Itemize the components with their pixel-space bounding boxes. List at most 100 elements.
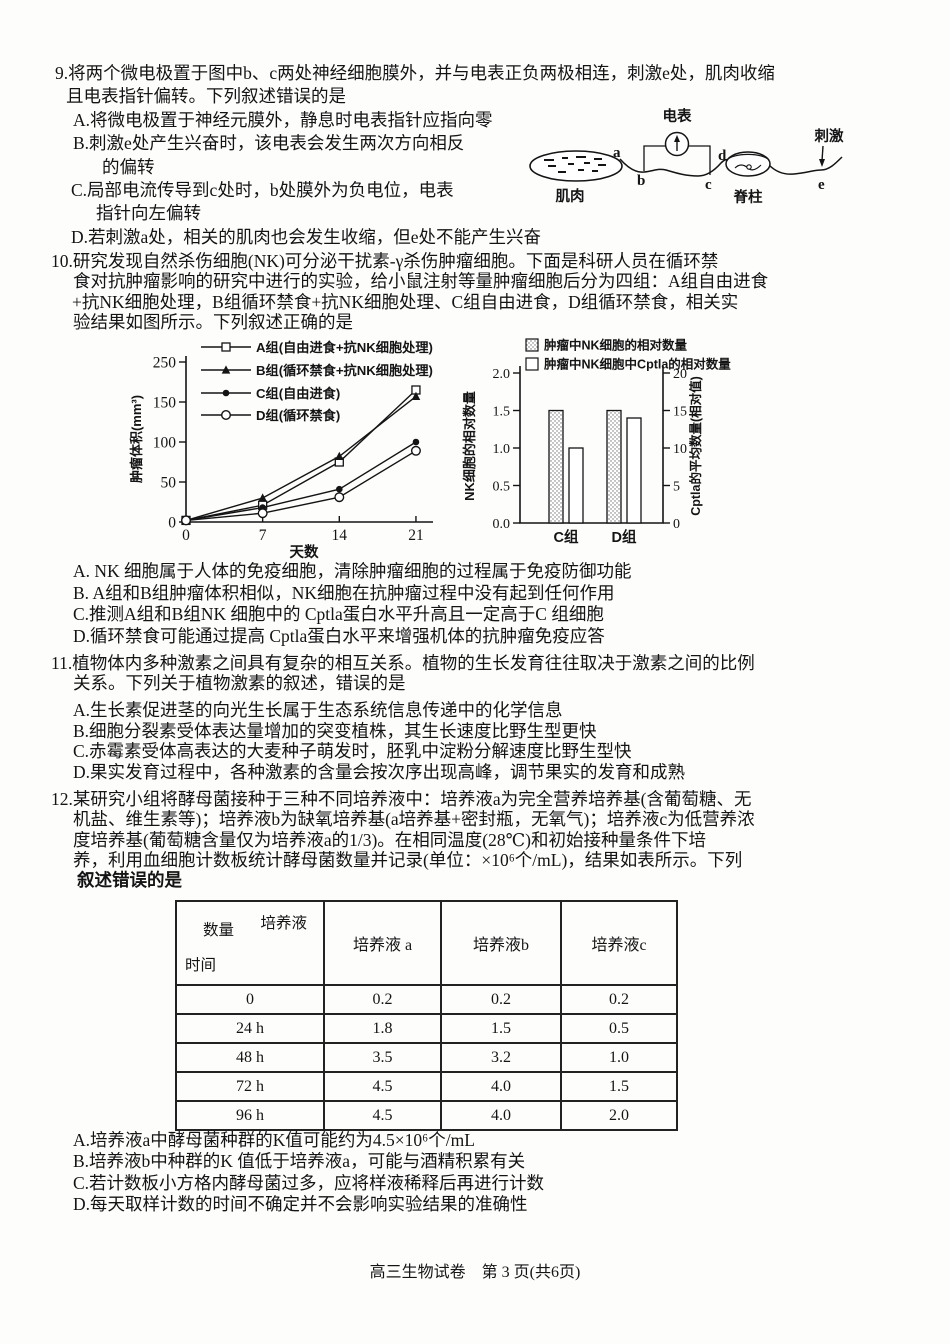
text-line: 11.植物体内多种激素之间具有复杂的相互关系。植物的生长发育往往取决于激素之间的… xyxy=(51,653,755,673)
text-line: 验结果如图所示。下列叙述正确的是 xyxy=(73,311,353,332)
table-row: 96 h 4.5 4.0 2.0 xyxy=(175,1100,678,1131)
option-d: D.每天取样计数的时间不确定并不会影响实验结果的准确性 xyxy=(73,1193,528,1214)
svg-text:C组(自由进食): C组(自由进食) xyxy=(256,385,340,401)
time-cell: 72 h xyxy=(175,1071,325,1102)
value-cell: 4.5 xyxy=(323,1100,442,1131)
svg-text:NK细胞的相对数量: NK细胞的相对数量 xyxy=(462,391,477,501)
value-cell: 1.5 xyxy=(440,1013,562,1044)
svg-text:D组: D组 xyxy=(612,528,637,546)
stimulus-label: 刺激 xyxy=(814,127,844,145)
svg-text:肿瘤体积(mm³): 肿瘤体积(mm³) xyxy=(129,395,144,483)
value-cell: 4.0 xyxy=(440,1100,562,1131)
text-line: 养，利用血细胞计数板统计酵母菌数量并记录(单位：×10⁶个/mL)，结果如表所示… xyxy=(73,849,743,870)
time-cell: 24 h xyxy=(175,1013,325,1044)
svg-text:250: 250 xyxy=(153,355,177,372)
svg-text:15: 15 xyxy=(673,405,687,420)
table-row: 48 h 3.5 3.2 1.0 xyxy=(175,1042,678,1073)
option-d: D.若刺激a处，相关的肌肉也会发生收缩，但e处不能产生兴奋 xyxy=(71,226,542,247)
svg-text:C组: C组 xyxy=(554,528,579,546)
meter-needle-head xyxy=(674,135,680,142)
column-header: 培养液 a xyxy=(323,900,442,986)
point-a-label: a xyxy=(613,145,621,161)
nerve-muscle-diagram: 肌肉 电表 脊柱 刺激 a b c d e xyxy=(529,107,844,206)
text-line: 度培养基(葡萄糖含量仅为培养液a的1/3)。在相同温度(28℃)和初始接种量条件… xyxy=(73,829,707,850)
value-cell: 1.5 xyxy=(560,1071,678,1102)
option-a: A. NK 细胞属于人体的免疫细胞，清除肿瘤细胞的过程属于免疫防御功能 xyxy=(73,561,632,581)
option-b: B.刺激e处产生兴奋时，该电表会发生两次方向相反 xyxy=(73,133,465,154)
question-12-options: A.培养液a中酵母菌种群的K值可能约为4.5×10⁶个/mL B.培养液b中种群… xyxy=(73,1130,544,1215)
point-c-label: c xyxy=(705,177,712,193)
question-11: 11.植物体内多种激素之间具有复杂的相互关系。植物的生长发育往往取决于激素之间的… xyxy=(51,653,755,694)
svg-text:2.0: 2.0 xyxy=(493,367,511,382)
corner-label-quantity: 数量 xyxy=(203,922,235,939)
svg-text:D组(循环禁食): D组(循环禁食) xyxy=(256,407,340,423)
value-cell: 0.2 xyxy=(440,984,562,1015)
value-cell: 4.5 xyxy=(323,1071,442,1102)
table-row: 0 0.2 0.2 0.2 xyxy=(175,984,678,1015)
svg-text:肿瘤中NK细胞的相对数量: 肿瘤中NK细胞的相对数量 xyxy=(544,338,688,353)
question-10-options: A. NK 细胞属于人体的免疫细胞，清除肿瘤细胞的过程属于免疫防御功能 B. A… xyxy=(73,561,632,648)
value-cell: 3.5 xyxy=(323,1042,442,1073)
time-cell: 0 xyxy=(175,984,325,1015)
yeast-count-table: 培养液 数量 时间 培养液 a 培养液b 培养液c 0 0.2 0.2 0.2 24 … xyxy=(175,900,678,1131)
tumor-volume-line-chart: 0 50 100 150 250 0 7 14 21 肿瘤体积(mm³) 天数 A组(自由进食+抗NK… xyxy=(129,339,433,561)
muscle-label: 肌肉 xyxy=(556,188,585,205)
stimulus-arrow-head xyxy=(819,159,825,167)
svg-text:0: 0 xyxy=(168,515,176,532)
svg-text:0: 0 xyxy=(673,517,680,532)
spine-canal xyxy=(746,164,752,170)
time-cell: 48 h xyxy=(175,1042,325,1073)
svg-text:0: 0 xyxy=(182,527,190,544)
text-line: 12.某研究小组将酵母菌接种于三种不同培养液中：培养液a为完全营养培养基(含葡萄… xyxy=(51,789,752,809)
meter-label: 电表 xyxy=(663,107,692,125)
value-cell: 0.2 xyxy=(323,984,442,1015)
text-line: 关系。下列关于植物激素的叙述，错误的是 xyxy=(73,673,406,694)
value-cell: 0.2 xyxy=(560,984,678,1015)
value-cell: 2.0 xyxy=(560,1100,678,1131)
option-c: C.局部电流传导到c处时，b处膜外为负电位，电表 xyxy=(71,180,454,201)
svg-text:A组(自由进食+抗NK细胞处理): A组(自由进食+抗NK细胞处理) xyxy=(256,339,433,355)
option-a: A.培养液a中酵母菌种群的K值可能约为4.5×10⁶个/mL xyxy=(73,1130,475,1150)
nerve-right xyxy=(768,156,843,175)
option-b: B.培养液b中种群的K 值低于培养液a，可能与酒精积累有关 xyxy=(73,1151,526,1172)
table-corner-cell: 培养液 数量 时间 xyxy=(175,900,325,986)
table-row: 24 h 1.8 1.5 0.5 xyxy=(175,1013,678,1044)
svg-text:10: 10 xyxy=(673,442,687,457)
value-cell: 1.0 xyxy=(560,1042,678,1073)
svg-text:1.0: 1.0 xyxy=(493,442,511,457)
option-c: C.推测A组和B组NK 细胞中的 Cptla蛋白水平升高且一定高于C 组细胞 xyxy=(73,604,604,625)
table-row: 72 h 4.5 4.0 1.5 xyxy=(175,1071,678,1102)
value-cell: 3.2 xyxy=(440,1042,562,1073)
text-line: 且电表指针偏转。下列叙述错误的是 xyxy=(66,86,346,107)
option-b-wrap: 的偏转 xyxy=(102,156,155,177)
question-9: 9.将两个微电极置于图中b、c两处神经细胞膜外，并与电表正负两极相连，刺激e处，… xyxy=(55,62,775,249)
option-d: D.循环禁食可能通过提高 Cptla蛋白水平来增强机体的抗肿瘤免疫应答 xyxy=(73,626,605,647)
svg-text:Cptla的平均数量(相对值): Cptla的平均数量(相对值) xyxy=(688,376,703,516)
page-footer: 高三生物试卷 第 3 页(共6页) xyxy=(369,1264,581,1281)
svg-text:7: 7 xyxy=(259,527,267,544)
muscle-striations xyxy=(544,156,606,173)
point-d-label: d xyxy=(718,148,727,164)
text-line: +抗NK细胞处理，B组循环禁食+抗NK细胞处理、C组自由进食，D组循环禁食，相关… xyxy=(72,291,739,312)
text-line: 食对抗肿瘤影响的研究中进行的实验，给小鼠注射等量肿瘤细胞后分为四组：A组自由进食 xyxy=(73,271,769,292)
point-b-label: b xyxy=(637,173,645,189)
option-a: A.生长素促进茎的向光生长属于生态系统信息传递中的化学信息 xyxy=(73,700,563,720)
svg-text:20: 20 xyxy=(673,367,687,382)
corner-label-time: 时间 xyxy=(185,957,217,974)
value-cell: 1.8 xyxy=(323,1013,442,1044)
nk-cptla-bar-chart: 0.0 0.5 1.0 1.5 2.0 0 5 10 15 20 C组 D组 肿瘤中NK细胞的相对数量肿… xyxy=(462,338,731,547)
option-b: B.细胞分裂素受体表达量增加的突变植株，其生长速度比野生型更快 xyxy=(73,720,597,741)
option-b: B. A组和B组肿瘤体积相似，NK细胞在抗肿瘤过程中没有起到任何作用 xyxy=(73,582,615,603)
value-cell: 0.5 xyxy=(560,1013,678,1044)
column-header: 培养液c xyxy=(560,900,678,986)
svg-text:5: 5 xyxy=(673,480,680,495)
svg-text:50: 50 xyxy=(161,475,177,492)
question-12: 12.某研究小组将酵母菌接种于三种不同培养液中：培养液a为完全营养培养基(含葡萄… xyxy=(51,789,755,890)
svg-text:150: 150 xyxy=(153,395,177,412)
option-c: C.若计数板小方格内酵母菌过多，应将样液稀释后再进行计数 xyxy=(73,1172,545,1193)
column-header: 培养液b xyxy=(440,900,562,986)
svg-text:100: 100 xyxy=(153,435,177,452)
svg-text:1.5: 1.5 xyxy=(493,405,511,420)
option-a: A.将微电极置于神经元膜外，静息时电表指针应指向零 xyxy=(73,109,493,130)
